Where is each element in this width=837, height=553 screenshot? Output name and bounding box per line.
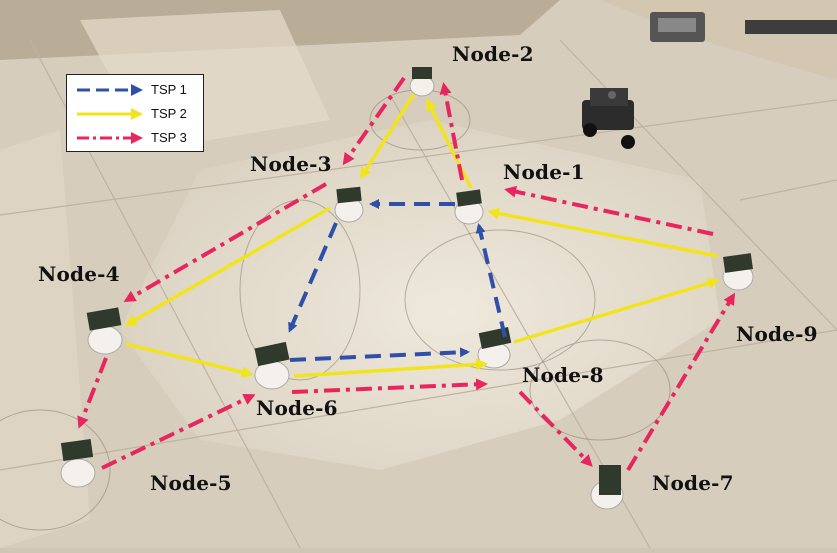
legend-item-tsp3: TSP 3: [67, 127, 205, 149]
ground-robot: [582, 88, 635, 149]
node-label-7: Node-7: [652, 471, 734, 495]
node-label-8: Node-8: [522, 363, 604, 387]
tsp3-edge-4-5: [77, 357, 108, 429]
node-label-9: Node-9: [736, 322, 818, 346]
node-device-5: [60, 438, 96, 488]
tsp1-edge-3-6: [288, 222, 338, 333]
tsp2-edge-6-8: [293, 358, 488, 378]
node-device-1: [454, 189, 484, 225]
node-device-7: [590, 465, 624, 510]
node-device-4: [86, 307, 123, 355]
tsp3-edge-7-9: [626, 292, 736, 472]
tsp3-route: [77, 76, 736, 472]
legend-item-tsp2: TSP 2: [67, 103, 205, 125]
tsp1-legend-line: [77, 84, 143, 96]
node-label-3: Node-3: [250, 152, 332, 176]
tsp1-edge-8-1: [475, 223, 507, 338]
node-label-4: Node-4: [38, 262, 120, 286]
tsp2-edge-2-3: [359, 93, 416, 180]
tsp3-edge-3-4: [123, 182, 328, 303]
node-label-6: Node-6: [256, 396, 338, 420]
node-device-8: [477, 327, 512, 369]
tsp3-edge-5-6: [101, 394, 256, 470]
corner-device: [650, 12, 837, 42]
tsp3-edge-6-8: [291, 378, 488, 394]
node-device-3: [334, 186, 364, 223]
node-device-6: [254, 341, 290, 390]
tsp2-edge-4-6: [125, 342, 254, 378]
node-label-5: Node-5: [150, 471, 232, 495]
tsp1-edge-6-8: [289, 347, 470, 362]
tsp3-legend-line: [77, 132, 143, 144]
node-device-9: [722, 253, 754, 291]
tsp2-edge-1-2: [426, 98, 473, 189]
tsp2-edge-8-9: [513, 277, 720, 344]
node-device-2: [409, 67, 435, 97]
floor-arcs: [0, 89, 671, 531]
tsp2-route: [124, 93, 720, 378]
route-legend: TSP 1 TSP 2 TSP 3: [66, 74, 204, 152]
tsp3-edge-1-2: [439, 82, 464, 181]
tsp3-edge-9-1: [504, 185, 714, 236]
legend-label-tsp3: TSP 3: [151, 130, 187, 145]
legend-label-tsp2: TSP 2: [151, 106, 187, 121]
tsp2-edge-9-1: [487, 207, 719, 258]
node-label-1: Node-1: [503, 160, 585, 184]
tsp2-edge-3-4: [124, 206, 331, 326]
legend-label-tsp1: TSP 1: [151, 82, 187, 97]
tsp2-legend-line: [77, 108, 143, 120]
node-label-2: Node-2: [452, 42, 534, 66]
legend-item-tsp1: TSP 1: [67, 79, 205, 101]
tsp1-route: [288, 199, 507, 362]
